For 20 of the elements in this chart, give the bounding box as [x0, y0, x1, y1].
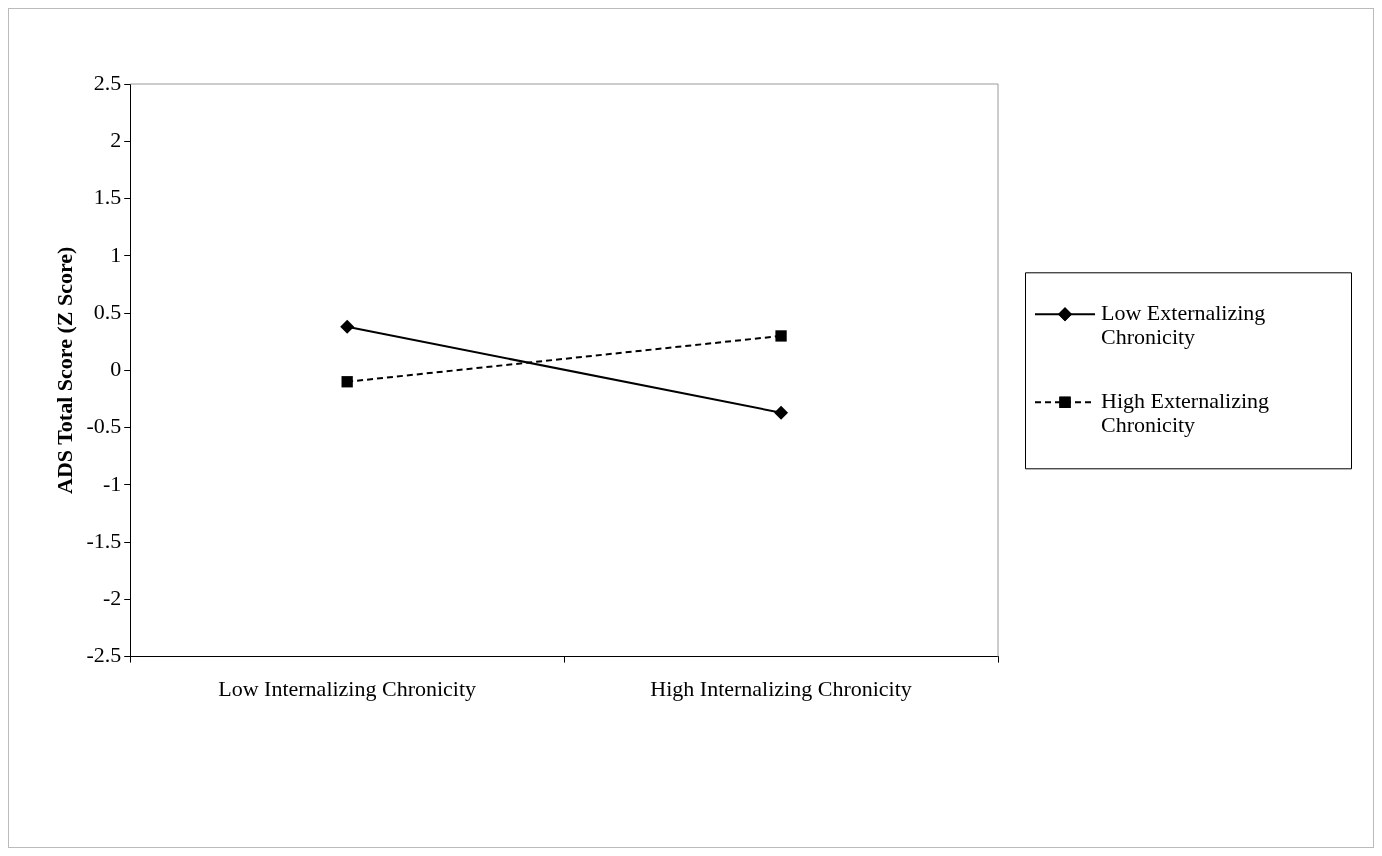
y-tick-label: -1 [102, 470, 122, 496]
x-tick-label: Low Internalizing Chronicity [218, 675, 477, 701]
y-tick-label: 2.5 [93, 69, 122, 95]
legend-label: High Externalizing Chronicity [1101, 388, 1270, 438]
y-tick-label: 2 [110, 127, 122, 153]
y-tick-label: 0.5 [93, 298, 122, 324]
point [340, 319, 355, 334]
point [341, 376, 353, 388]
y-tick-label: 1.5 [93, 184, 122, 210]
y-axis-title: ADS Total Score (Z Score) [51, 246, 77, 494]
x-tick-label: High Internalizing Chronicity [650, 675, 912, 701]
point [774, 405, 789, 420]
y-tick-label: -2.5 [86, 642, 122, 668]
legend-label: Low Externalizing Chronicity [1101, 300, 1266, 350]
y-tick-label: -1.5 [86, 527, 122, 553]
y-tick-label: 0 [110, 356, 122, 382]
y-tick-label: -0.5 [86, 413, 122, 439]
y-tick-label: 1 [110, 241, 122, 267]
y-tick-label: -2 [102, 585, 122, 611]
point [775, 330, 787, 342]
